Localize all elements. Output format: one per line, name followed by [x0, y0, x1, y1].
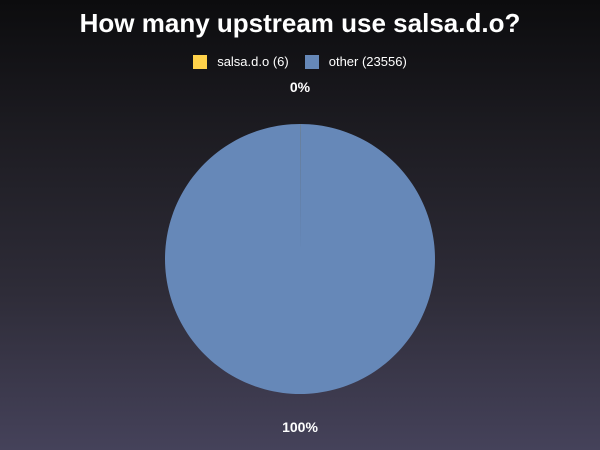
legend-label-salsa: salsa.d.o (6)	[217, 54, 289, 69]
legend: salsa.d.o (6) other (23556)	[0, 54, 600, 69]
legend-swatch-salsa	[193, 54, 208, 69]
chart-title: How many upstream use salsa.d.o?	[79, 8, 521, 38]
slice-label-salsa: 0%	[289, 79, 311, 95]
legend-item-salsa: salsa.d.o (6)	[193, 54, 289, 69]
pie-slice-other	[164, 124, 435, 394]
legend-label-other: other (23556)	[328, 54, 407, 69]
legend-swatch-other	[304, 54, 319, 69]
legend-item-other: other (23556)	[304, 54, 407, 69]
slice-label-other: 100%	[282, 419, 318, 435]
